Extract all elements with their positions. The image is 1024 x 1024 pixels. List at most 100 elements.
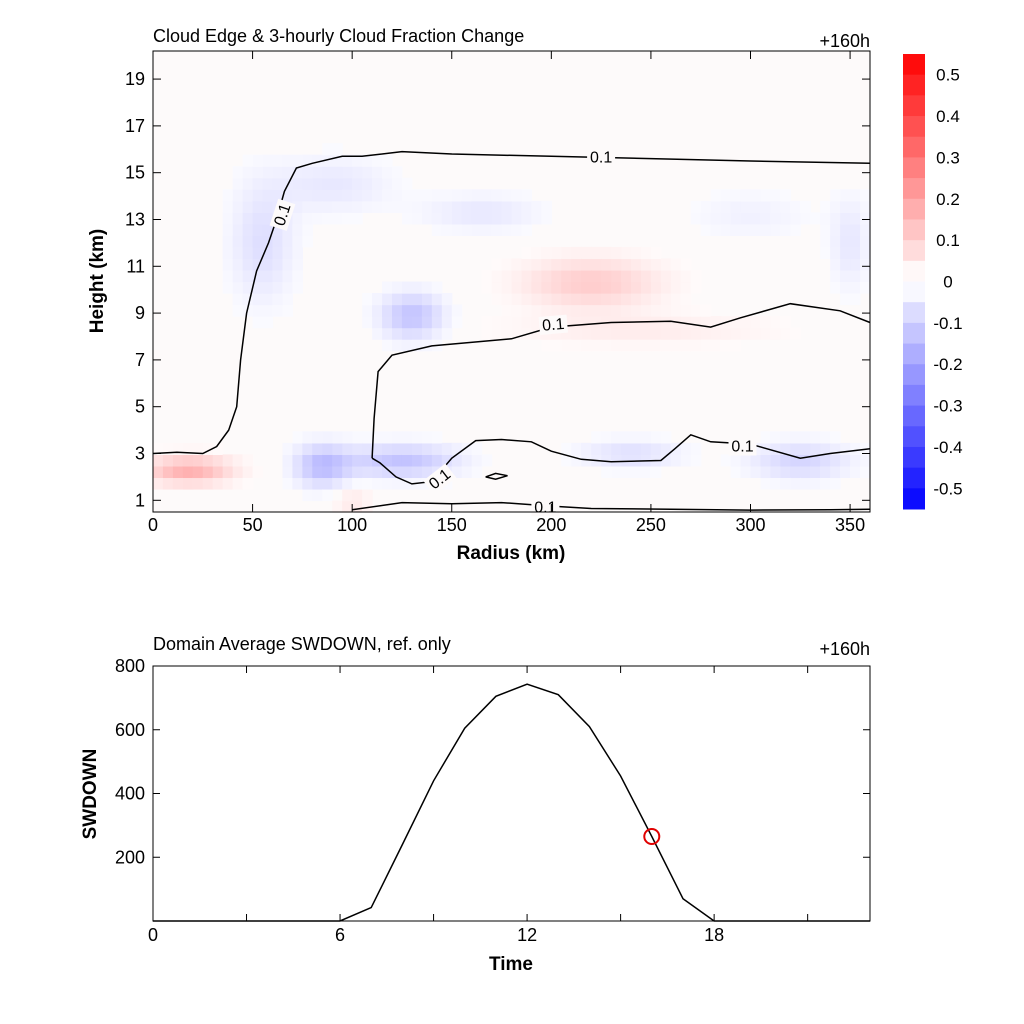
heatmap-cell bbox=[411, 442, 423, 455]
heatmap-cell bbox=[770, 212, 781, 225]
heatmap-cell bbox=[362, 465, 373, 479]
heatmap-cell bbox=[581, 327, 592, 340]
heatmap-cell bbox=[511, 327, 523, 340]
heatmap-cell bbox=[730, 339, 742, 352]
heatmap-cell bbox=[192, 442, 204, 455]
heatmap-cell bbox=[670, 442, 682, 455]
heatmap-cell bbox=[660, 454, 672, 467]
heatmap-cell bbox=[451, 223, 463, 237]
heatmap-cell bbox=[392, 327, 403, 340]
heatmap-cell bbox=[372, 327, 383, 340]
heatmap-cell bbox=[292, 258, 303, 271]
heatmap-cell bbox=[451, 454, 463, 467]
heatmap-cell bbox=[302, 212, 313, 225]
heatmap-cell bbox=[521, 223, 533, 237]
heatmap-cell bbox=[601, 465, 612, 479]
heatmap-cell bbox=[312, 177, 323, 190]
heatmap-cell bbox=[541, 281, 552, 294]
heatmap-cell bbox=[611, 431, 622, 444]
heatmap-cell bbox=[750, 454, 762, 467]
contour-line-5 bbox=[485, 472, 508, 480]
heatmap-cell bbox=[382, 442, 393, 455]
colorbar: 0.5 0.4 0.3 0.2 0.1 0 -0.1 -0.2 -0.3 -0.4 -0.5 bbox=[903, 54, 963, 510]
heatmap-cell bbox=[670, 454, 682, 467]
heatmap-cell bbox=[421, 454, 433, 467]
heatmap-cell bbox=[720, 189, 732, 202]
heatmap-cell bbox=[621, 454, 632, 467]
heatmap-cell bbox=[571, 316, 582, 329]
heatmap-cell bbox=[272, 235, 284, 248]
line-y-ticks: 200 400 600 800 bbox=[115, 656, 870, 867]
heatmap-cell bbox=[581, 246, 592, 260]
heatmap-cell bbox=[760, 223, 772, 237]
heatmap-cell bbox=[800, 454, 811, 467]
colorbar-segment bbox=[903, 54, 925, 76]
heatmap-cell bbox=[511, 189, 523, 202]
heatmap-cell bbox=[700, 327, 712, 340]
heatmap-cell bbox=[471, 223, 483, 237]
heatmap-cell bbox=[700, 316, 712, 329]
heatmap-cell bbox=[421, 316, 433, 329]
heatmap-cell bbox=[252, 212, 264, 225]
heatmap-cell bbox=[720, 454, 732, 467]
heatmap-cell bbox=[282, 235, 294, 248]
heatmap-cell bbox=[421, 339, 433, 352]
heatmap-cell bbox=[282, 281, 294, 294]
heatmap-cell bbox=[780, 189, 791, 202]
heatmap-cell bbox=[650, 304, 662, 317]
colorbar-segment bbox=[903, 136, 925, 158]
heatmap-cell bbox=[571, 269, 582, 283]
heatmap-cell bbox=[760, 316, 772, 329]
heatmap-cell bbox=[670, 304, 682, 317]
heatmap-cell bbox=[162, 477, 174, 490]
heatmap-cell bbox=[770, 442, 781, 455]
heatmap-cell bbox=[282, 442, 294, 455]
heatmap-cell bbox=[232, 166, 244, 179]
heatmap-cell bbox=[372, 154, 383, 167]
heatmap-cell bbox=[252, 258, 264, 271]
heatmap-cell bbox=[481, 269, 493, 283]
heatmap-cell bbox=[292, 212, 303, 225]
heatmap-cell bbox=[421, 442, 433, 455]
heatmap-cell bbox=[431, 316, 443, 329]
heatmap-cell bbox=[680, 339, 692, 352]
heatmap-cell bbox=[850, 442, 861, 455]
heatmap-cell bbox=[710, 316, 722, 329]
heatmap-cell bbox=[172, 442, 184, 455]
heatmap-cell bbox=[541, 258, 552, 271]
heatmap-cell bbox=[242, 189, 254, 202]
heatmap-cell bbox=[830, 269, 841, 283]
heatmap-cell bbox=[631, 442, 642, 455]
heatmap-cell bbox=[252, 246, 264, 260]
heatmap-cell bbox=[840, 293, 851, 306]
heatmap-cell bbox=[750, 200, 762, 213]
heatmap-cell bbox=[242, 293, 254, 306]
heatmap-cell bbox=[401, 339, 413, 352]
heatmap-cell bbox=[621, 327, 632, 340]
heatmap-cell bbox=[561, 327, 572, 340]
heatmap-cell bbox=[222, 465, 234, 479]
heatmap-cell bbox=[242, 235, 254, 248]
heatmap-cell bbox=[382, 304, 393, 317]
heatmap-cell bbox=[840, 442, 851, 455]
heatmap-cell bbox=[601, 454, 612, 467]
heatmap-cell bbox=[631, 269, 642, 283]
heatmap-cell bbox=[232, 281, 244, 294]
heatmap-cell bbox=[670, 281, 682, 294]
colorbar-segment bbox=[903, 198, 925, 220]
heatmap-cell bbox=[551, 327, 562, 340]
heatmap-cell bbox=[382, 327, 393, 340]
heatmap-cell bbox=[372, 442, 383, 455]
heatmap-cell bbox=[392, 339, 403, 352]
heatmap-cell bbox=[292, 177, 303, 190]
heatmap-cell bbox=[680, 442, 692, 455]
heatmap-cell bbox=[382, 189, 393, 202]
contour-label-text: 0.1 bbox=[590, 150, 612, 167]
heatmap-cell bbox=[292, 281, 303, 294]
heatmap-cell bbox=[650, 442, 662, 455]
heatmap-cell bbox=[282, 154, 294, 167]
heatmap-cell bbox=[591, 431, 602, 444]
heatmap-cell bbox=[690, 339, 702, 352]
heatmap-cell bbox=[312, 465, 323, 479]
heatmap-cell bbox=[272, 281, 284, 294]
